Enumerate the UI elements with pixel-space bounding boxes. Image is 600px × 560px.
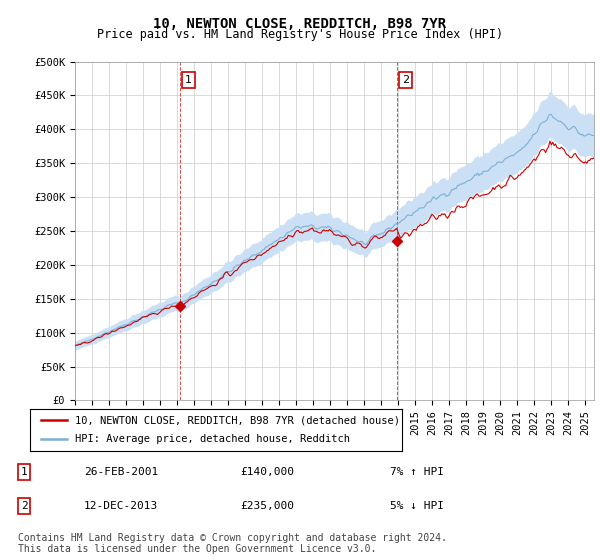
Text: £140,000: £140,000 [240,467,294,477]
Text: 1: 1 [20,467,28,477]
Text: 12-DEC-2013: 12-DEC-2013 [84,501,158,511]
Text: Price paid vs. HM Land Registry's House Price Index (HPI): Price paid vs. HM Land Registry's House … [97,28,503,41]
Text: £235,000: £235,000 [240,501,294,511]
Text: 26-FEB-2001: 26-FEB-2001 [84,467,158,477]
Text: 5% ↓ HPI: 5% ↓ HPI [390,501,444,511]
Text: 1: 1 [185,75,192,85]
Text: Contains HM Land Registry data © Crown copyright and database right 2024.
This d: Contains HM Land Registry data © Crown c… [18,533,447,554]
Text: 10, NEWTON CLOSE, REDDITCH, B98 7YR (detached house): 10, NEWTON CLOSE, REDDITCH, B98 7YR (det… [74,415,400,425]
Text: HPI: Average price, detached house, Redditch: HPI: Average price, detached house, Redd… [74,435,350,445]
Text: 2: 2 [20,501,28,511]
Text: 7% ↑ HPI: 7% ↑ HPI [390,467,444,477]
Text: 10, NEWTON CLOSE, REDDITCH, B98 7YR: 10, NEWTON CLOSE, REDDITCH, B98 7YR [154,17,446,31]
Text: 2: 2 [402,75,409,85]
